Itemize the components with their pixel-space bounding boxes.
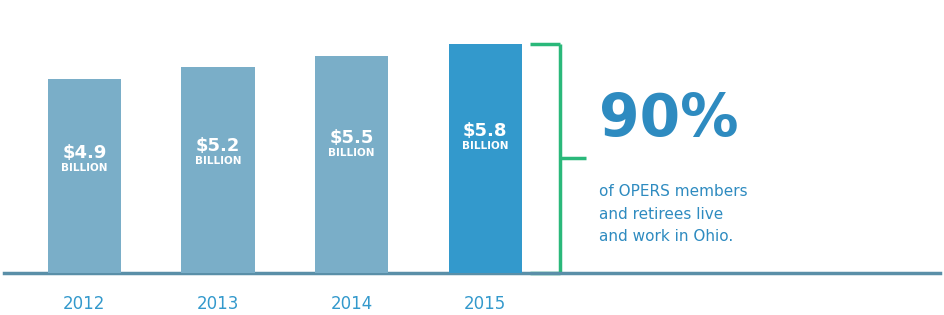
Text: BILLION: BILLION — [463, 141, 509, 151]
Text: 2014: 2014 — [330, 295, 373, 313]
Text: $4.9: $4.9 — [62, 144, 107, 162]
Bar — [448, 44, 522, 273]
Text: BILLION: BILLION — [329, 148, 375, 158]
Text: 2015: 2015 — [464, 295, 507, 313]
Text: BILLION: BILLION — [61, 163, 108, 173]
Text: BILLION: BILLION — [194, 156, 242, 166]
Text: 90%: 90% — [599, 91, 739, 148]
Bar — [181, 67, 255, 273]
Text: $5.8: $5.8 — [464, 122, 508, 140]
Text: 2013: 2013 — [197, 295, 239, 313]
Bar — [315, 56, 389, 273]
Text: $5.2: $5.2 — [195, 137, 240, 155]
Bar — [47, 79, 121, 273]
Text: $5.5: $5.5 — [329, 129, 374, 147]
Text: 2012: 2012 — [63, 295, 106, 313]
Text: of OPERS members
and retirees live
and work in Ohio.: of OPERS members and retirees live and w… — [599, 185, 748, 244]
